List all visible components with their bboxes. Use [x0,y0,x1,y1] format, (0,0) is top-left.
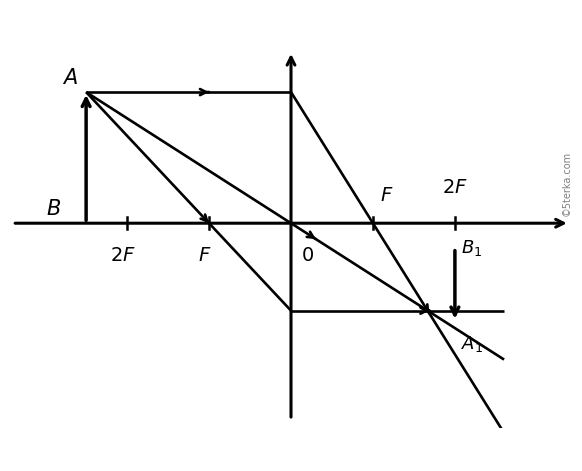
Text: $2F$: $2F$ [442,178,468,197]
Text: $A$: $A$ [62,68,78,88]
Text: $F$: $F$ [379,186,393,205]
Text: $F$: $F$ [198,246,212,265]
Text: $A_1$: $A_1$ [462,334,484,354]
Text: ©5terka.com: ©5terka.com [562,151,572,216]
Text: $0$: $0$ [301,246,314,265]
Text: $B$: $B$ [47,199,62,219]
Text: $2F$: $2F$ [110,246,136,265]
Text: $B_1$: $B_1$ [462,238,482,258]
